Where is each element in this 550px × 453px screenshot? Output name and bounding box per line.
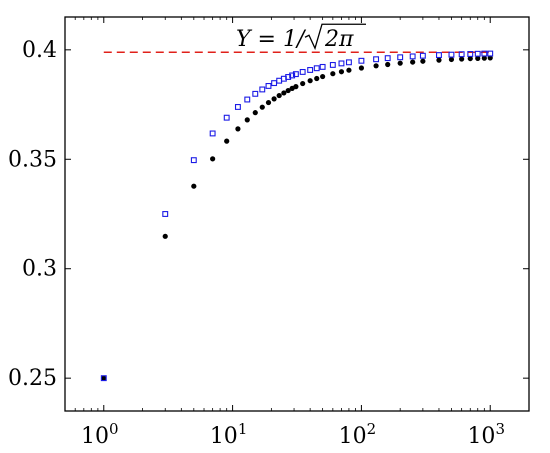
data-point-circle (385, 61, 391, 68)
data-point-square (252, 90, 259, 97)
data-point-circle (285, 87, 291, 94)
data-point-circle (101, 375, 107, 381)
data-point-square (265, 83, 272, 89)
data-point-square (259, 86, 266, 93)
data-point-square (467, 51, 474, 57)
data-point-square (436, 52, 442, 59)
data-point-square (345, 59, 352, 66)
data-point-square (373, 56, 380, 63)
data-point-circle (293, 84, 299, 90)
data-point-square (209, 130, 216, 137)
reference-label: Y = 1/ (236, 27, 307, 52)
data-point-square (100, 375, 107, 382)
y-tick-label: 0.25 (8, 366, 57, 391)
reference-line-annotation: Y = 1/2π (236, 23, 366, 52)
plot-frame (64, 16, 530, 412)
data-point-square (487, 50, 494, 57)
y-tick-label: 0.35 (8, 147, 57, 172)
data-point-circle (436, 57, 442, 63)
x-tick-label: 102 (339, 420, 377, 449)
data-point-square (276, 77, 283, 84)
data-point-square (419, 52, 426, 59)
y-tick-label: 0.3 (22, 257, 57, 282)
data-point-square (313, 65, 320, 72)
data-point-square (481, 50, 488, 57)
data-point-square (474, 50, 481, 57)
data-point-circle (210, 156, 216, 162)
data-point-square (285, 74, 292, 80)
data-points (100, 50, 494, 382)
data-point-circle (338, 69, 345, 75)
data-point-circle (307, 78, 313, 84)
data-point-circle (259, 104, 265, 110)
data-point-square (448, 51, 455, 58)
data-point-circle (475, 55, 481, 61)
data-point-square (292, 71, 299, 78)
data-point-circle (410, 59, 416, 65)
data-point-square (458, 51, 465, 58)
y-axis-ticks: 0.25 0.3 0.35 0.4 (8, 38, 529, 391)
data-point-circle (244, 117, 250, 123)
data-point-square (409, 53, 416, 60)
data-point-circle (281, 90, 287, 96)
data-point-square (299, 68, 306, 75)
data-point-square (384, 55, 391, 62)
data-point-circle (276, 92, 282, 99)
data-point-square (329, 61, 336, 68)
data-point-circle (265, 99, 272, 106)
data-point-square (358, 57, 365, 64)
data-point-circle (397, 60, 403, 66)
data-point-circle (271, 96, 277, 102)
data-point-circle (487, 55, 493, 61)
radicand: 2π (324, 27, 354, 52)
data-point-square (190, 157, 197, 164)
data-point-circle (252, 110, 258, 116)
data-point-circle (162, 233, 168, 239)
data-point-circle (358, 65, 365, 71)
data-point-square (307, 67, 314, 73)
data-point-square (338, 60, 345, 67)
data-point-square (244, 96, 251, 103)
data-point-square (397, 54, 404, 61)
data-point-circle (300, 80, 306, 87)
x-tick-label: 100 (81, 420, 119, 449)
data-point-square (319, 63, 326, 70)
data-point-square (234, 104, 241, 110)
data-point-circle (346, 67, 352, 73)
data-point-circle (448, 56, 455, 63)
data-point-circle (314, 75, 320, 82)
radical-sign (304, 23, 366, 51)
data-point-square (162, 211, 169, 217)
data-point-circle (420, 58, 426, 64)
data-point-square (271, 80, 278, 87)
data-point-circle (481, 55, 487, 61)
data-point-circle (320, 73, 326, 80)
x-tick-label: 103 (467, 420, 505, 449)
data-point-square (223, 114, 230, 121)
x-tick-label: 101 (210, 420, 248, 449)
data-point-circle (224, 138, 230, 144)
data-point-circle (373, 63, 379, 69)
data-point-circle (459, 56, 465, 62)
data-point-circle (235, 126, 241, 132)
y-tick-label: 0.4 (22, 38, 57, 63)
data-point-circle (330, 71, 336, 77)
data-point-square (289, 72, 296, 79)
x-axis-ticks: 100 101 102 103 (74, 17, 530, 449)
data-point-circle (191, 183, 197, 189)
data-point-circle (467, 55, 473, 62)
